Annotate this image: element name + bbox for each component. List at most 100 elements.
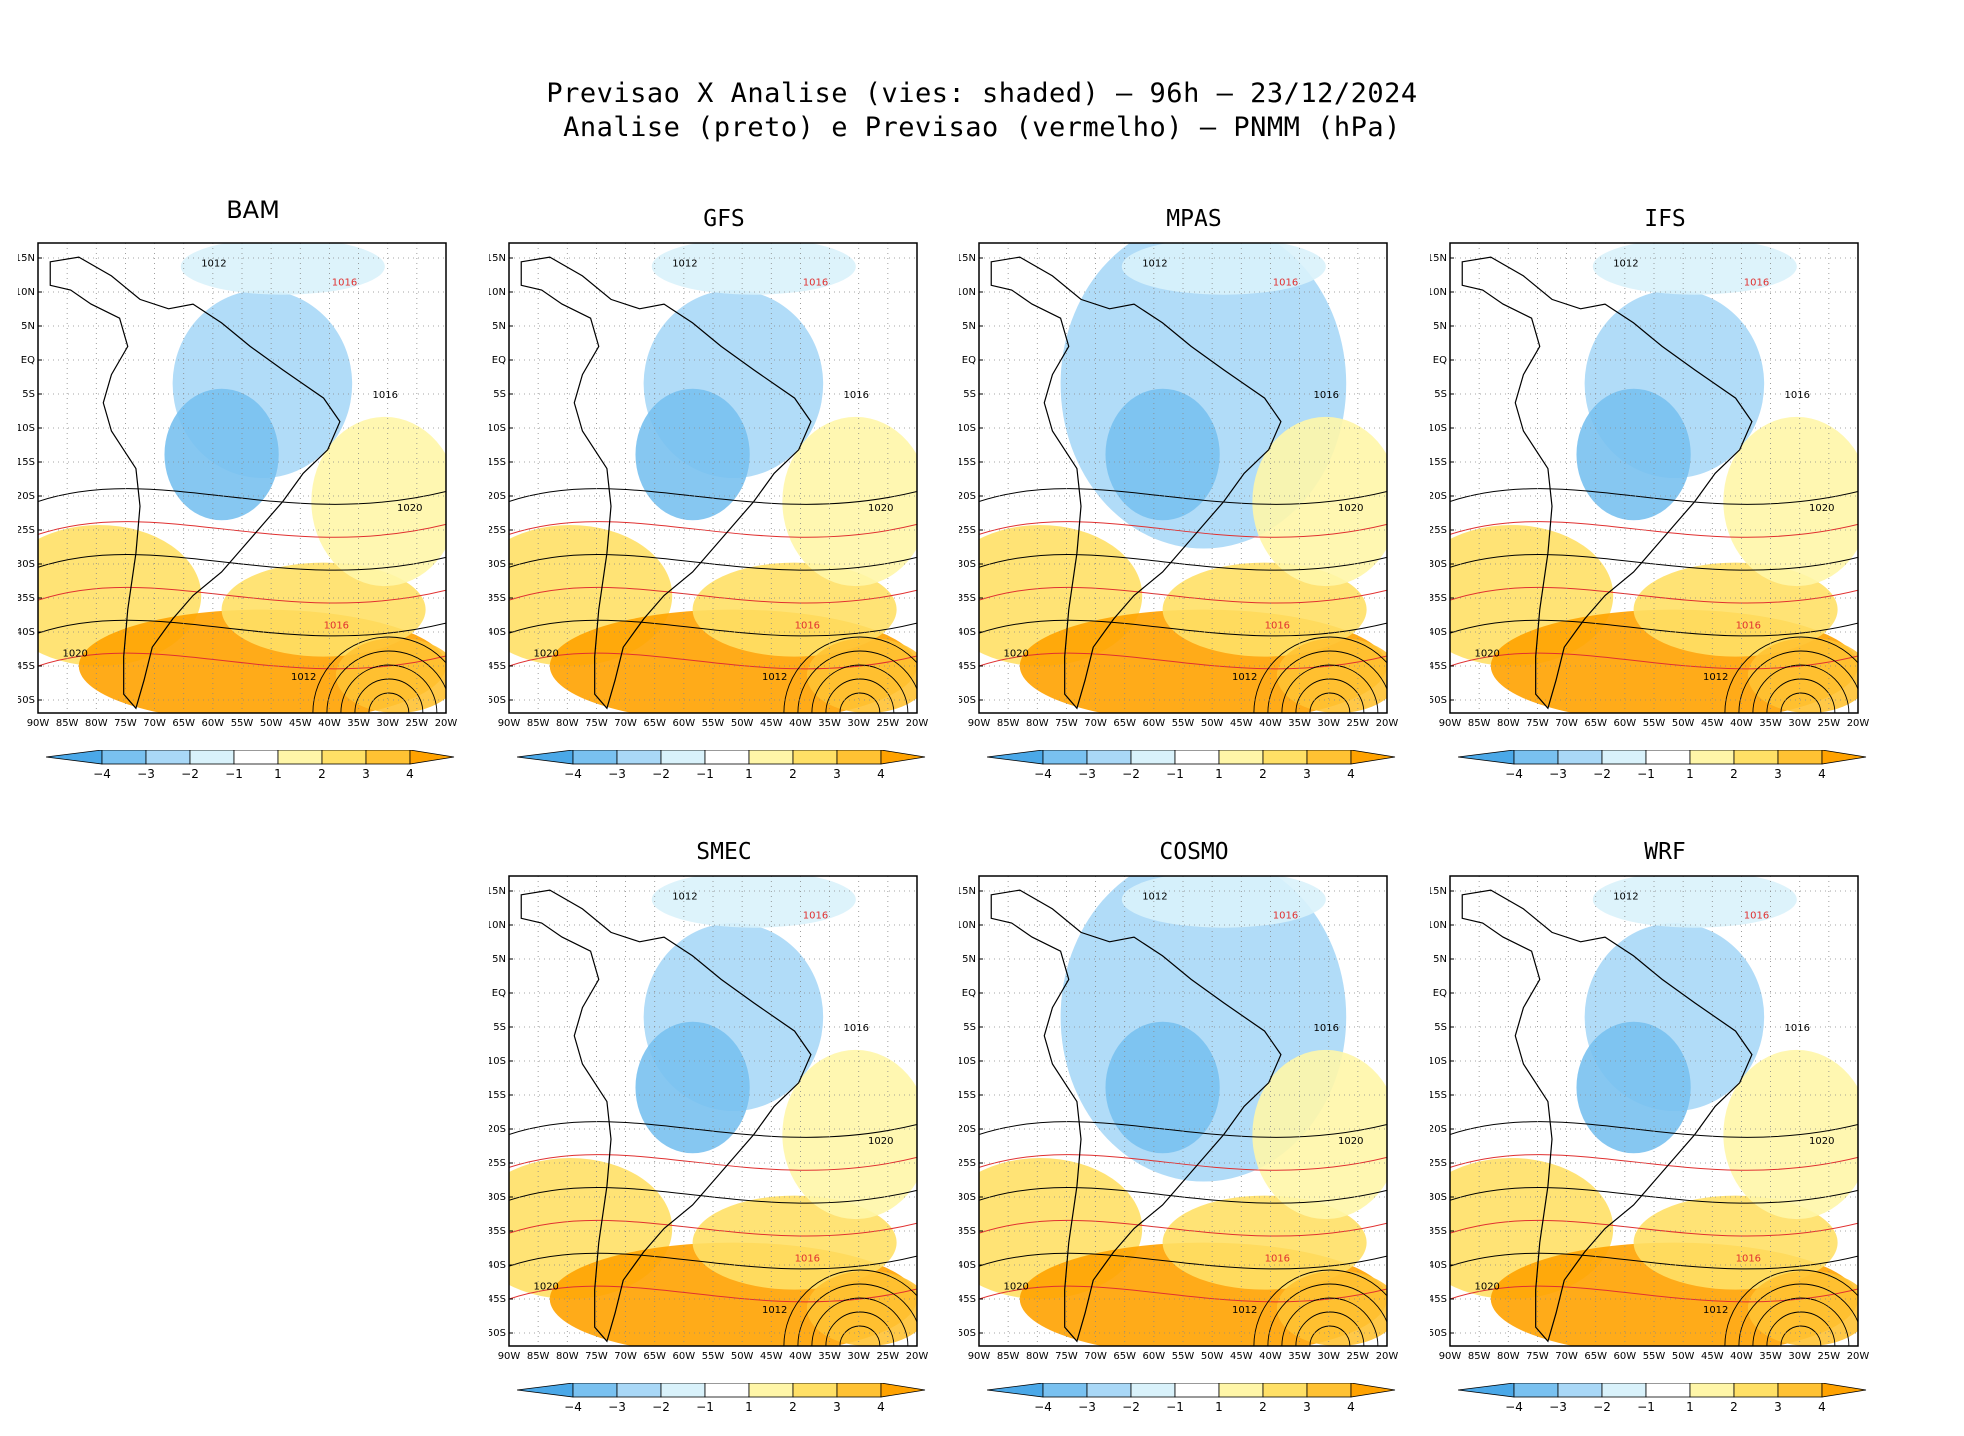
colorbar-label: 2 [318,767,326,781]
map-panel-bam: 1012 1016 1016 1020 1020 1012 1016 15N 10N 5N EQ 5S… [18,240,457,736]
lon-tick-label: 90W [968,718,991,729]
lon-tick-label: 60W [1143,1351,1166,1362]
lat-tick-label: 20S [489,1124,506,1135]
colorbar-label: −4 [1034,767,1052,781]
lon-tick-label: 70W [1555,718,1578,729]
lon-tick-label: 85W [997,1351,1020,1362]
panel-title-ifs: IFS [1644,206,1686,232]
lat-tick-label: 5S [22,389,35,400]
colorbar-label: −2 [652,767,670,781]
lon-tick-label: 65W [172,718,195,729]
isobar-label: 1012 [291,672,316,683]
lat-tick-label: 10S [1430,1056,1447,1067]
lon-tick-label: 30W [1317,1351,1340,1362]
lon-tick-label: 75W [1055,1351,1078,1362]
isobar-label: 1012 [201,259,226,270]
lat-tick-label: 5N [962,954,976,965]
colorbar-label: 2 [1259,1400,1267,1414]
lon-tick-label: 35W [347,718,370,729]
isobar-label: 1016 [1265,620,1290,631]
colorbar-label: 4 [1347,767,1355,781]
colorbar-label: −4 [1034,1400,1052,1414]
lon-tick-label: 90W [1439,718,1462,729]
lat-tick-label: 20S [959,491,976,502]
lat-tick-label: 10S [18,423,35,434]
lat-tick-label: 45S [1430,1294,1447,1305]
lat-tick-label: 5N [492,954,506,965]
lon-tick-label: 70W [1084,718,1107,729]
colorbar-label: −3 [608,1400,626,1414]
lat-tick-label: 10N [1430,920,1447,931]
isobar-label: 1016 [1314,390,1339,401]
isobar-label: 1012 [1232,1305,1257,1316]
isobar-label: 1012 [1232,672,1257,683]
lon-tick-label: 40W [1259,1351,1282,1362]
lon-tick-label: 45W [760,718,783,729]
lat-tick-label: 45S [489,1294,506,1305]
lat-tick-label: 15S [489,1090,506,1101]
lat-tick-label: 20S [1430,1124,1447,1135]
isobar-label: 1016 [1785,1023,1810,1034]
lon-tick-label: 55W [702,718,725,729]
isobar-label: 1012 [1142,259,1167,270]
isobar-label: 1020 [397,503,422,514]
isobar-label: 1016 [1744,277,1769,288]
lon-tick-label: 25W [877,718,900,729]
colorbar-label: −3 [608,767,626,781]
colorbar-label: 2 [1730,1400,1738,1414]
lat-tick-label: 25S [489,525,506,536]
panel-title-gfs: GFS [703,206,745,232]
colorbar-label: −1 [1637,1400,1655,1414]
colorbar-label: 3 [1303,767,1311,781]
isobar-label: 1016 [1785,390,1810,401]
colorbar-label: 4 [1818,767,1826,781]
lon-tick-label: 80W [85,718,108,729]
lon-tick-label: 55W [1643,718,1666,729]
lon-tick-label: 55W [1643,1351,1666,1362]
lat-tick-label: 35S [18,593,35,604]
isobar-label: 1016 [324,620,349,631]
lon-tick-label: 70W [614,1351,637,1362]
bias-shading [979,243,1387,713]
isobar-label: 1016 [1314,1023,1339,1034]
lat-tick-label: EQ [21,355,35,366]
lon-tick-label: 40W [1259,718,1282,729]
lat-tick-label: 15N [1430,253,1447,264]
lat-tick-label: 20S [959,1124,976,1135]
bias-shading [509,876,917,1346]
figure-title-line1: Previsao X Analise (vies: shaded) — 96h … [546,78,1418,109]
lat-tick-label: 45S [959,661,976,672]
colorbar-label: −2 [1593,1400,1611,1414]
lat-tick-label: 15S [18,457,35,468]
lat-tick-label: 5S [963,1022,976,1033]
lon-tick-label: 85W [997,718,1020,729]
lat-tick-label: 15N [489,886,506,897]
lon-tick-label: 35W [1759,718,1782,729]
lon-tick-label: 80W [1026,718,1049,729]
colorbar-label: 4 [877,767,885,781]
isobar-label: 1020 [62,649,87,660]
lon-tick-label: 30W [376,718,399,729]
colorbar-mpas: −4 −3 −2 −1 1 2 3 4 [986,749,1407,790]
lat-tick-label: 35S [1430,593,1447,604]
colorbar-label: 4 [1347,1400,1355,1414]
colorbar-label: −2 [1593,767,1611,781]
isobar-label: 1016 [1736,1253,1761,1264]
lat-tick-label: 50S [1430,1328,1447,1339]
lon-tick-label: 60W [673,718,696,729]
lon-tick-label: 85W [1468,1351,1491,1362]
colorbar-label: 3 [1774,1400,1782,1414]
colorbar-ifs: −4 −3 −2 −1 1 2 3 4 [1457,749,1878,790]
lat-tick-label: 25S [959,525,976,536]
isobar-label: 1016 [1744,910,1769,921]
lon-tick-label: 40W [789,718,812,729]
lat-tick-label: 40S [1430,627,1447,638]
lon-tick-label: 40W [789,1351,812,1362]
lat-tick-label: EQ [1433,355,1447,366]
colorbar-label: 1 [745,767,753,781]
lon-tick-label: 30W [1788,1351,1811,1362]
lat-tick-label: 10N [959,920,976,931]
lon-tick-label: 55W [231,718,254,729]
lat-tick-label: 45S [489,661,506,672]
isobar-label: 1020 [1003,1282,1028,1293]
